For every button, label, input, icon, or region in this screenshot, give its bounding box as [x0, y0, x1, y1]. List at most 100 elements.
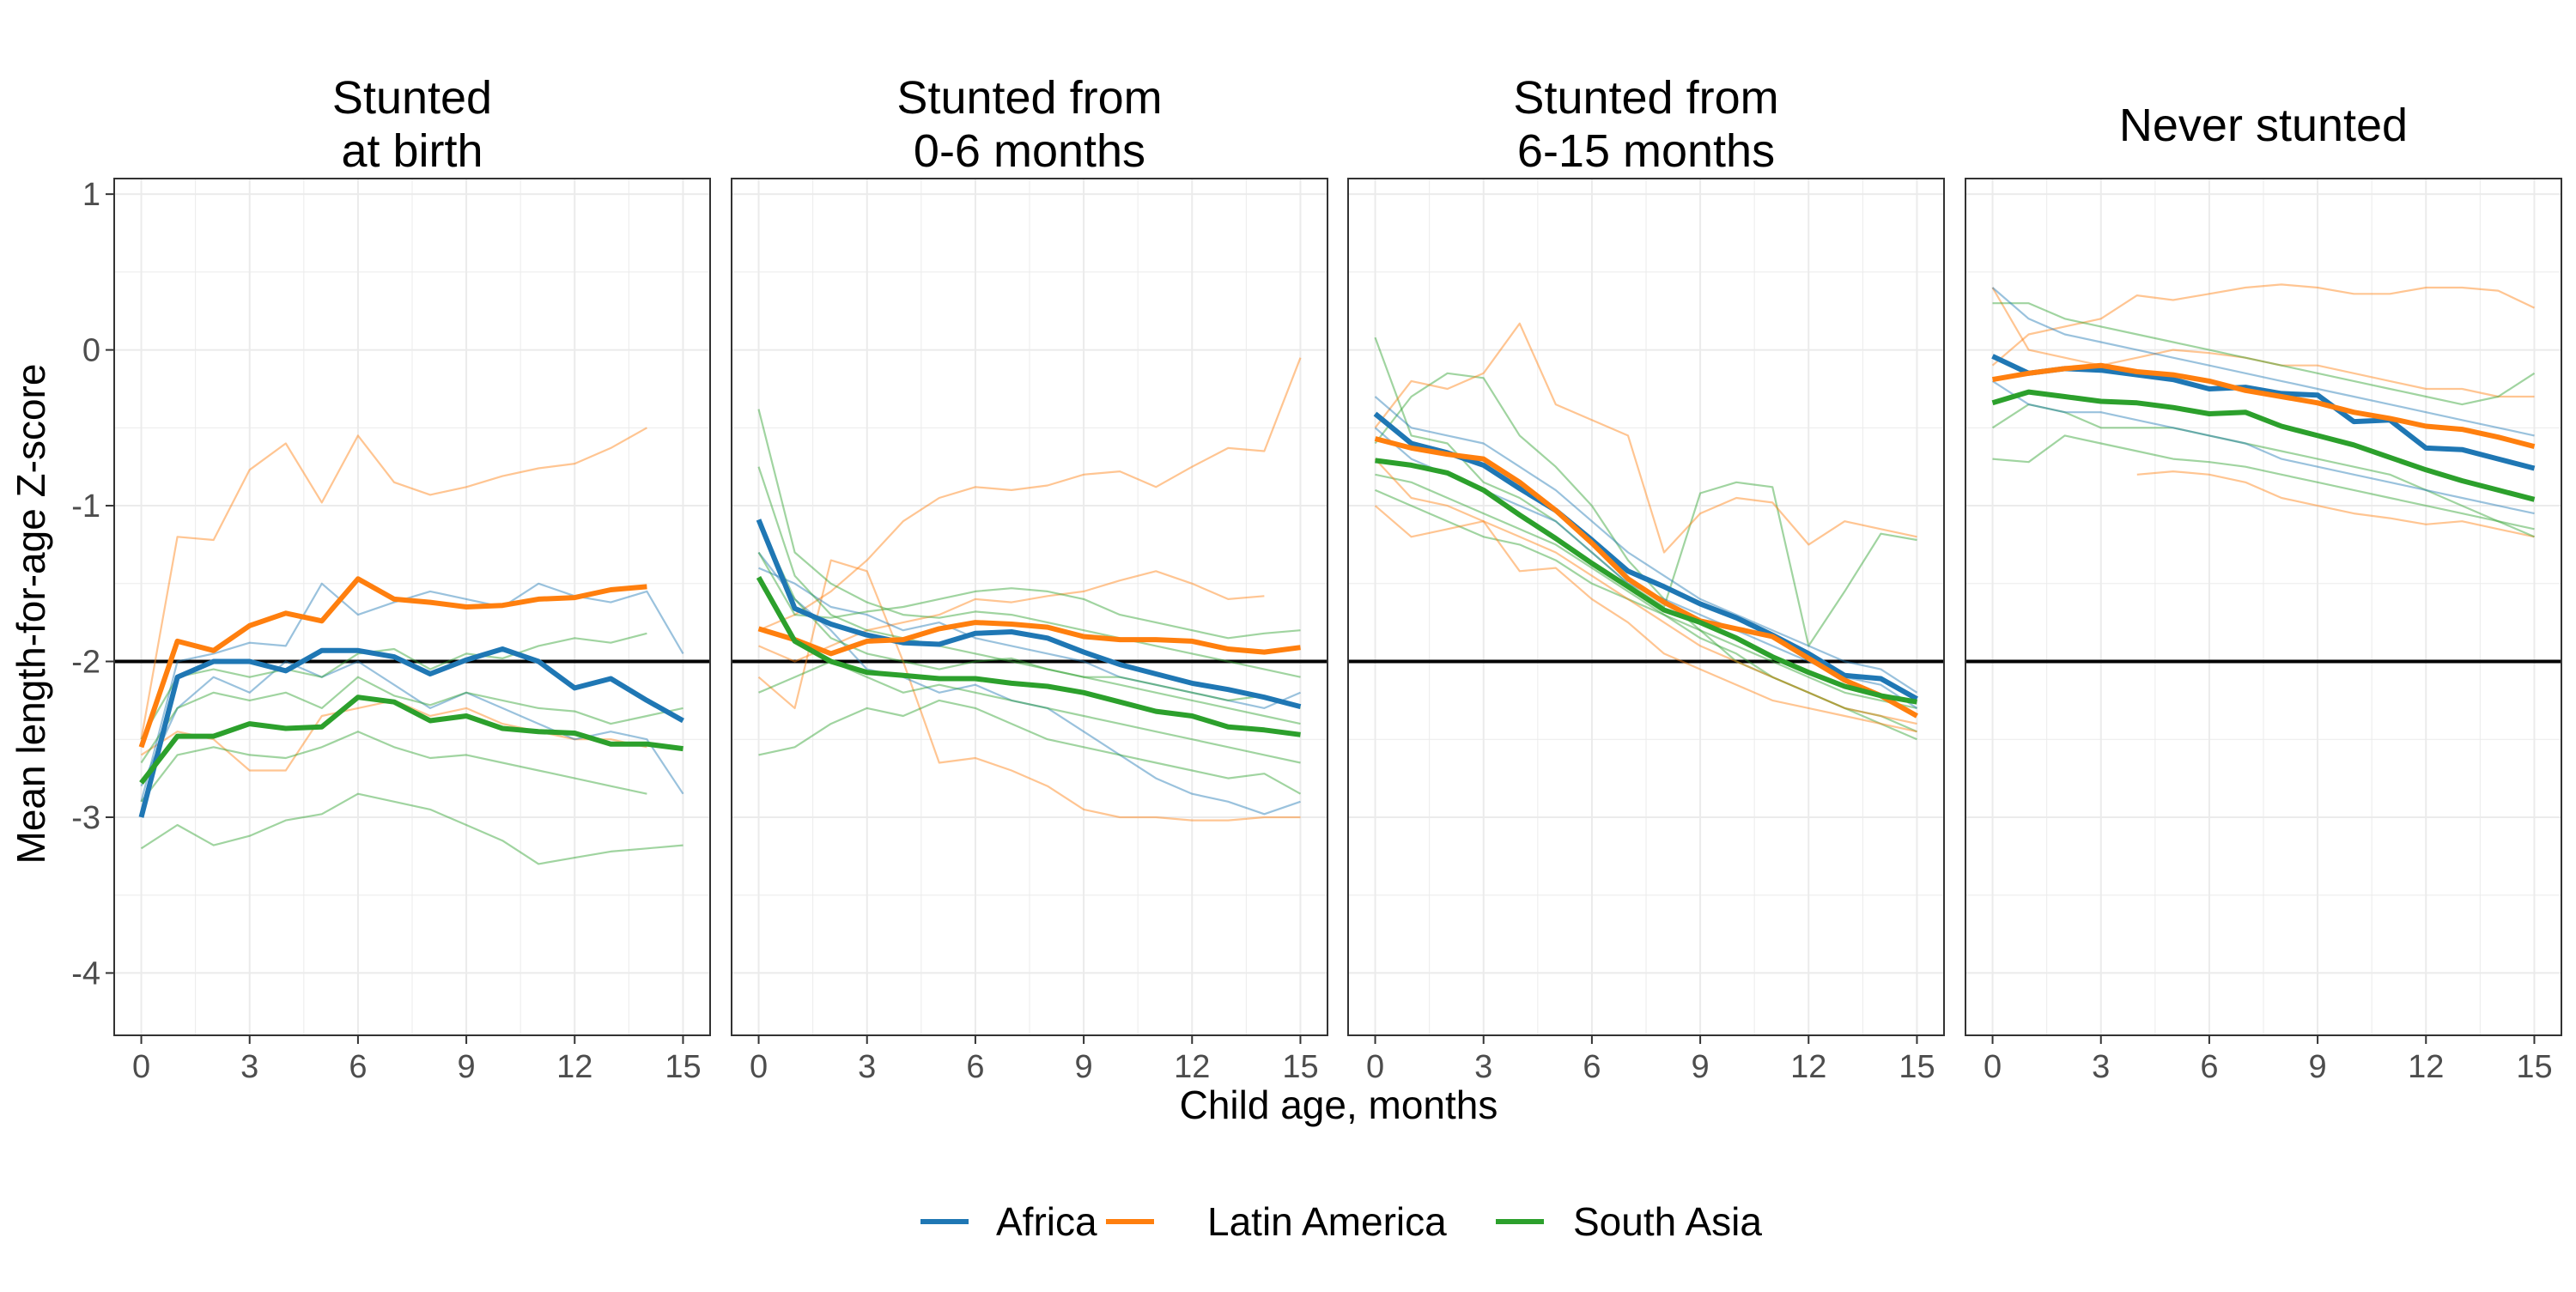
cohort-line-south-asia: [757, 409, 1301, 678]
panel-title-line: Stunted: [332, 72, 492, 124]
x-tick-label: 12: [2408, 1049, 2444, 1085]
panel-title-line: Stunted from: [1513, 72, 1778, 124]
cohort-line-africa: [1991, 379, 2535, 515]
panel-1: Stunted at birth 0 3 6 9 12 15 1 0 -1 -2 -3 -4: [71, 72, 711, 1085]
series-line-south-asia: [756, 576, 1301, 737]
cohort-line-south-asia: [757, 466, 1301, 725]
y-axis-title: Mean length-for-age Z-score: [9, 364, 53, 864]
y-tick-label: 1: [82, 177, 100, 213]
legend: Africa Latin America South Asia: [920, 1199, 1762, 1244]
x-axis: 0 3 6 9 12 15: [132, 1035, 702, 1085]
y-tick-label: 0: [82, 333, 100, 369]
x-tick-label: 6: [966, 1049, 984, 1085]
legend-item-latin-america: Latin America: [1106, 1199, 1447, 1244]
cohort-line-africa: [140, 582, 684, 803]
cohort-lines: [1991, 283, 2536, 538]
cohort-line-south-asia: [140, 632, 647, 740]
x-tick-label: 12: [556, 1049, 592, 1085]
series-lines: [1991, 354, 2536, 502]
x-tick-label: 3: [1474, 1049, 1492, 1085]
x-tick-label: 6: [1583, 1049, 1601, 1085]
cohort-line-latin-america: [140, 427, 647, 740]
cohort-line-latin-america: [2136, 470, 2535, 538]
x-tick-label: 9: [1692, 1049, 1710, 1085]
y-tick-label: -3: [71, 800, 100, 836]
series-line-africa: [138, 646, 684, 818]
series-line-south-asia: [139, 695, 683, 785]
cohort-line-africa: [1374, 396, 1918, 694]
cohort-line-africa: [140, 660, 684, 795]
x-tick-label: 15: [665, 1049, 701, 1085]
cohort-line-south-asia: [758, 699, 1302, 795]
panel-4: Never stunted 0 3 6 9 12 15: [1965, 100, 2562, 1085]
x-tick-label: 0: [750, 1049, 768, 1085]
x-tick-label: 15: [1282, 1049, 1318, 1085]
x-tick-label: 3: [858, 1049, 876, 1085]
cohort-line-latin-america: [1374, 505, 1917, 725]
panel-title-line: at birth: [341, 125, 483, 177]
x-axis-title: Child age, months: [1180, 1083, 1498, 1127]
x-tick-label: 0: [1366, 1049, 1384, 1085]
cohort-line-south-asia: [140, 731, 647, 803]
x-tick-label: 0: [132, 1049, 150, 1085]
series-lines: [756, 519, 1302, 737]
x-tick-label: 12: [1790, 1049, 1826, 1085]
x-tick-label: 15: [2516, 1049, 2552, 1085]
cohort-line-south-asia: [1375, 473, 1917, 709]
x-tick-label: 3: [2092, 1049, 2110, 1085]
cohort-line-south-asia: [1992, 302, 2536, 406]
cohort-line-south-asia: [1374, 337, 1917, 647]
cohort-line-latin-america: [758, 570, 1265, 663]
cohort-line-south-asia: [757, 551, 1301, 640]
panel-border: [113, 178, 711, 1036]
x-axis: 0 3 6 9 12 15: [750, 1035, 1319, 1085]
legend-label: Africa: [996, 1199, 1097, 1244]
y-tick-label: -1: [71, 488, 100, 525]
panel-3: Stunted from 6-15 months 0 3 6 9 12 15: [1347, 72, 1945, 1085]
series-line-latin-america: [757, 620, 1301, 657]
legend-label: Latin America: [1207, 1199, 1447, 1244]
cohort-line-latin-america: [757, 559, 1301, 822]
series-line-latin-america: [1374, 436, 1918, 719]
panel-title: Stunted from 0-6 months: [896, 72, 1162, 177]
panel-title-line: 6-15 months: [1517, 125, 1775, 177]
series-lines: [138, 576, 684, 818]
gridlines: [1965, 179, 2561, 1035]
x-tick-label: 9: [2309, 1049, 2327, 1085]
cohort-line-south-asia: [1992, 434, 2535, 531]
series-line-africa: [756, 519, 1302, 710]
cohort-line-latin-america: [758, 357, 1302, 632]
x-axis: 0 3 6 9 12 15: [1366, 1035, 1935, 1085]
x-tick-label: 0: [1984, 1049, 2002, 1085]
cohort-line-south-asia: [140, 792, 683, 865]
x-tick-label: 15: [1899, 1049, 1935, 1085]
panel-border: [1347, 178, 1945, 1036]
legend-item-south-asia: South Asia: [1496, 1199, 1762, 1244]
panel-title-line: Stunted from: [896, 72, 1162, 124]
x-tick-label: 6: [2200, 1049, 2218, 1085]
cohort-line-latin-america: [1374, 458, 1917, 733]
y-axis: 1 0 -1 -2 -3 -4: [71, 177, 114, 992]
x-tick-label: 6: [349, 1049, 367, 1085]
cohort-line-south-asia: [1991, 403, 2535, 538]
panel-title: Never stunted: [2119, 100, 2408, 151]
x-axis: 0 3 6 9 12 15: [1984, 1035, 2553, 1085]
cohort-line-latin-america: [1374, 322, 1917, 554]
panels-layer: Stunted at birth 0 3 6 9 12 15 1 0 -1 -2 -3 -4 Stunted…: [71, 72, 2562, 1085]
y-tick-label: -4: [71, 955, 100, 992]
cohort-line-south-asia: [1375, 488, 1917, 741]
x-tick-label: 12: [1174, 1049, 1210, 1085]
y-tick-label: -2: [71, 645, 100, 681]
legend-label: South Asia: [1573, 1199, 1762, 1244]
gridlines: [1348, 179, 1944, 1035]
cohort-line-africa: [758, 567, 1301, 709]
cohort-line-latin-america: [1991, 287, 2535, 398]
legend-item-africa: Africa: [920, 1199, 1097, 1244]
series-lines: [1373, 411, 1918, 719]
series-line-latin-america: [138, 576, 647, 749]
x-tick-label: 9: [1075, 1049, 1093, 1085]
panel-title-line: Never stunted: [2119, 100, 2408, 151]
x-tick-label: 3: [240, 1049, 258, 1085]
